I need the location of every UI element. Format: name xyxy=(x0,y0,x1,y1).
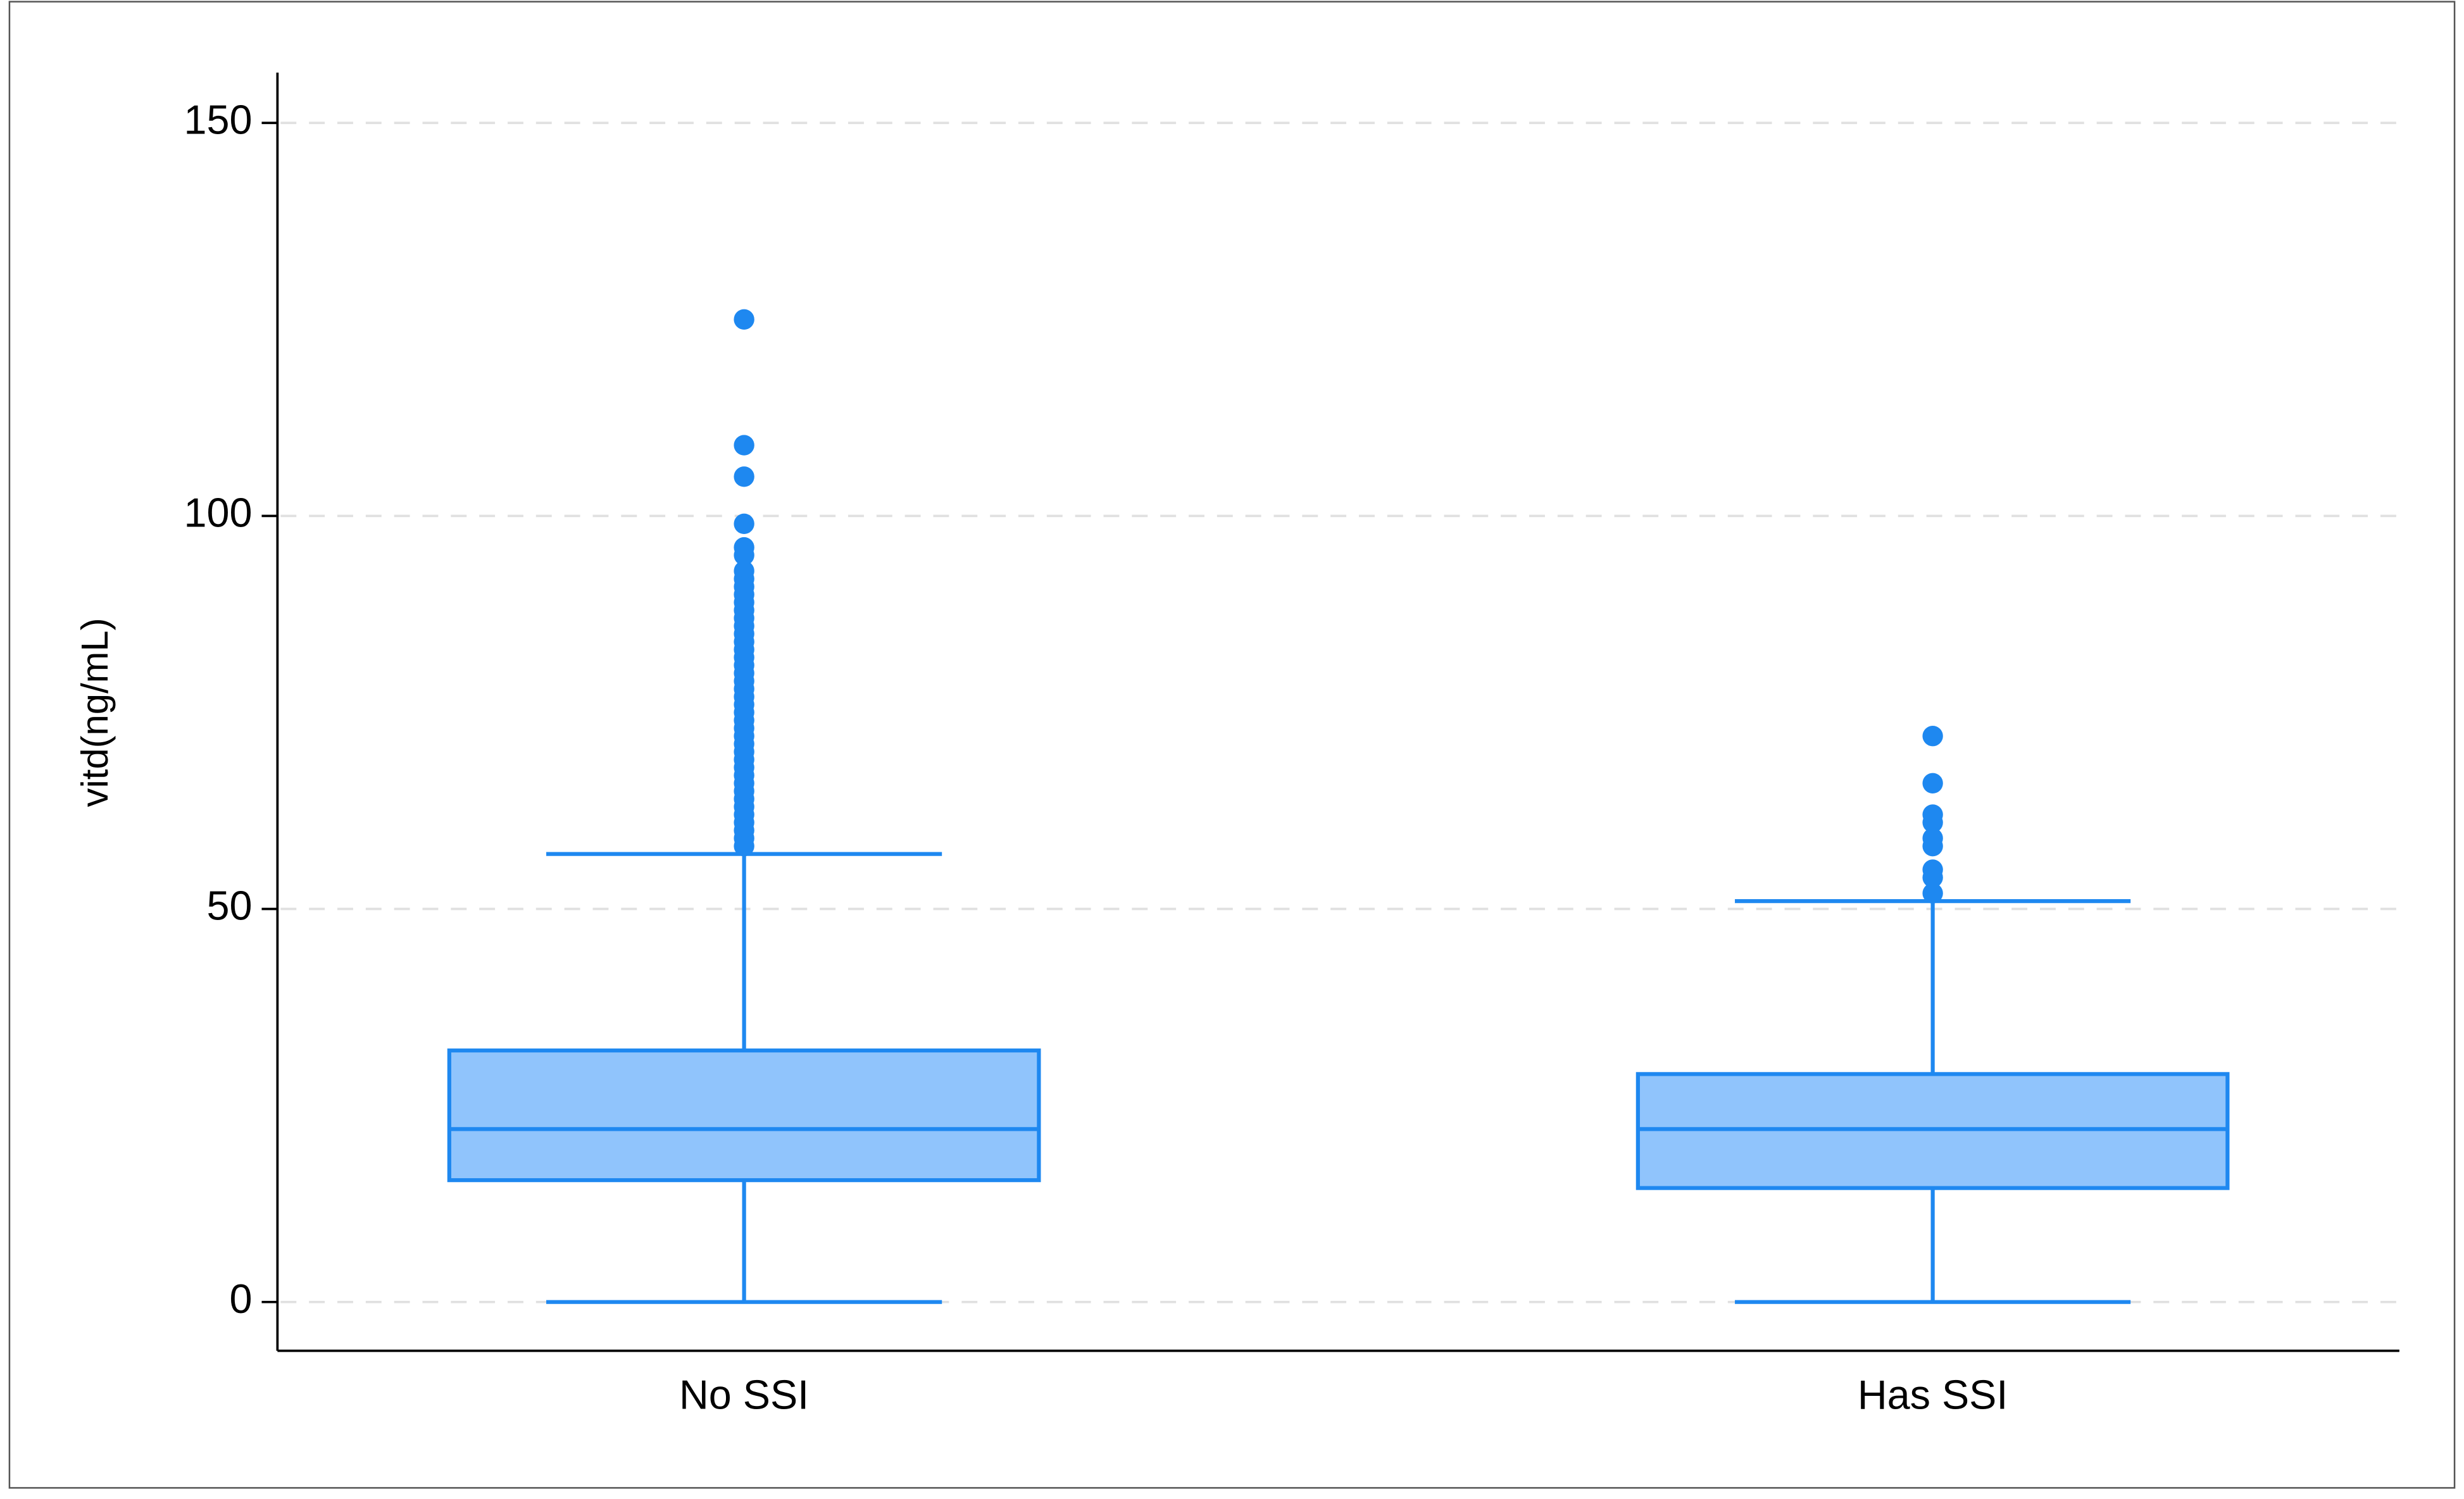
y-tick-label: 100 xyxy=(184,489,252,535)
x-tick-label: No SSI xyxy=(679,1372,809,1418)
outlier xyxy=(734,435,754,456)
outlier xyxy=(734,545,754,566)
outlier xyxy=(1922,867,1943,888)
outlier xyxy=(734,513,754,535)
chart-frame xyxy=(8,1,2456,1489)
outlier xyxy=(1922,812,1943,833)
outlier xyxy=(1922,883,1943,904)
y-tick-label: 0 xyxy=(230,1276,253,1322)
y-axis-label: vitd(ng/mL) xyxy=(73,618,116,807)
outlier xyxy=(734,835,754,857)
outlier xyxy=(1922,773,1943,793)
outlier xyxy=(734,309,754,330)
box xyxy=(447,1048,1041,1183)
outlier xyxy=(734,466,754,487)
outlier xyxy=(1922,835,1943,857)
x-tick-label: Has SSI xyxy=(1858,1372,2008,1418)
outlier xyxy=(1922,726,1943,747)
y-tick-label: 150 xyxy=(184,96,252,142)
y-tick-label: 50 xyxy=(206,883,252,929)
